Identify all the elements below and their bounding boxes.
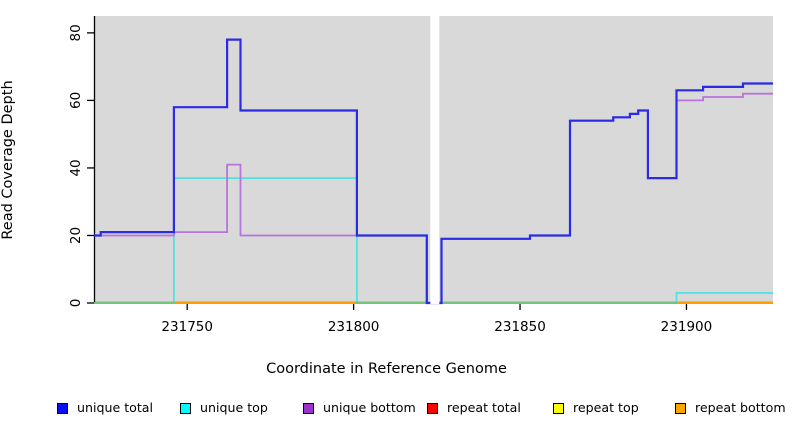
x-axis-title: Coordinate in Reference Genome bbox=[266, 361, 507, 377]
series-line-unique-top bbox=[94, 177, 773, 304]
legend-swatch-icon bbox=[180, 402, 191, 414]
y-tick-label: 40 bbox=[68, 159, 84, 176]
x-tick-label: 231900 bbox=[661, 319, 713, 335]
legend-label: repeat bottom bbox=[695, 400, 786, 415]
y-tick-label: 80 bbox=[68, 24, 84, 41]
legend-label: unique top bbox=[200, 400, 268, 415]
legend-swatch-icon bbox=[57, 402, 68, 414]
y-tick-label: 20 bbox=[68, 227, 84, 244]
missing-data-gap-band bbox=[430, 15, 440, 304]
y-axis-title: Read Coverage Depth bbox=[0, 80, 16, 240]
legend-swatch-icon bbox=[553, 402, 564, 414]
chart-legend: unique total unique top unique bottom repea… bbox=[0, 399, 792, 419]
legend-item-repeat-bottom: repeat bottom bbox=[675, 399, 786, 417]
series-line-unique-total bbox=[94, 38, 773, 305]
legend-item-unique-top: unique top bbox=[180, 399, 268, 417]
legend-swatch-icon bbox=[675, 402, 686, 414]
legend-label: repeat top bbox=[573, 400, 639, 415]
legend-item-repeat-top: repeat top bbox=[553, 399, 639, 417]
legend-item-unique-total: unique total bbox=[57, 399, 153, 417]
legend-swatch-icon bbox=[427, 402, 438, 414]
x-tick-label: 231800 bbox=[328, 319, 380, 335]
legend-label: repeat total bbox=[447, 400, 521, 415]
x-tick-label: 231850 bbox=[494, 319, 546, 335]
legend-label: unique bottom bbox=[323, 400, 416, 415]
legend-item-repeat-total: repeat total bbox=[427, 399, 521, 417]
x-tick-label: 231750 bbox=[161, 319, 213, 335]
legend-label: unique total bbox=[77, 400, 153, 415]
y-tick-label: 60 bbox=[68, 92, 84, 109]
y-tick-label: 0 bbox=[68, 299, 84, 308]
legend-item-unique-bottom: unique bottom bbox=[303, 399, 416, 417]
legend-swatch-icon bbox=[303, 402, 314, 414]
